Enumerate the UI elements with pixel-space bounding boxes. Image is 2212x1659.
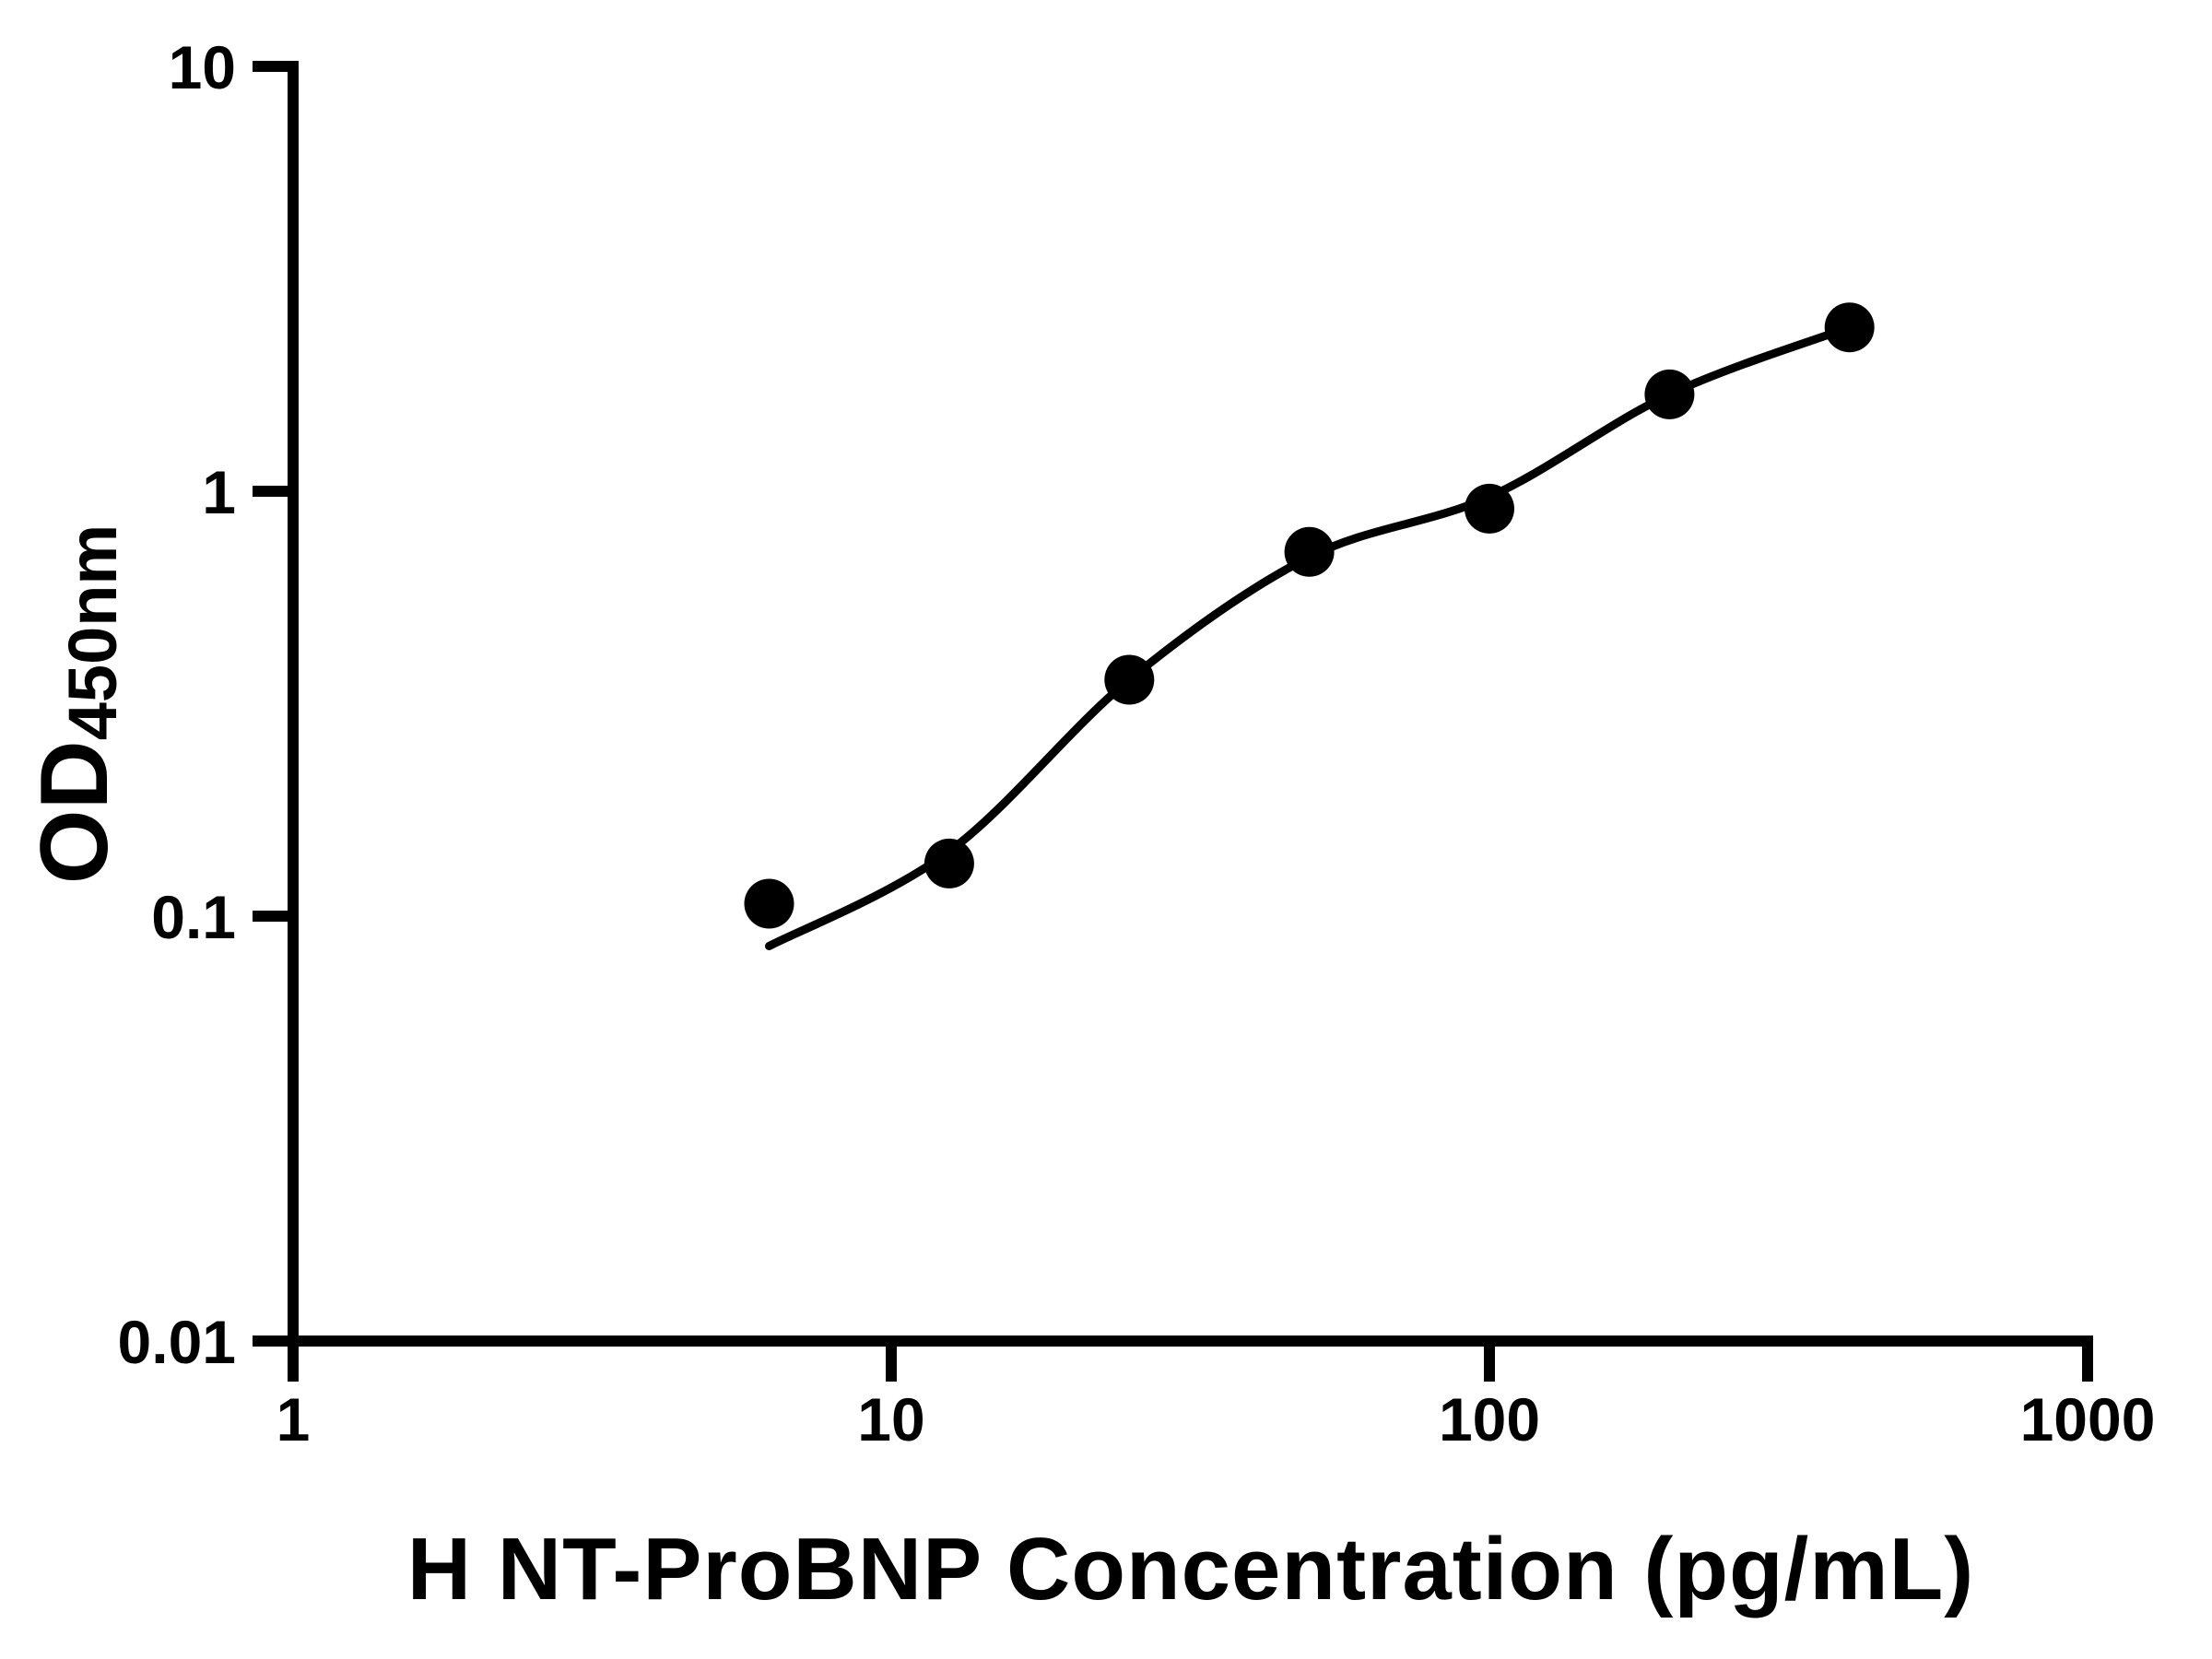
data-point <box>1104 654 1155 705</box>
data-point <box>1644 369 1695 419</box>
y-axis-ticks <box>253 61 293 1347</box>
x-tick-label: 10 <box>857 1385 924 1453</box>
y-tick-label: 0.01 <box>118 1308 236 1376</box>
y-axis-title-main: OD <box>21 740 128 884</box>
y-tick-label: 10 <box>169 33 236 101</box>
x-axis-ticks <box>288 1341 2093 1382</box>
standard-data-points <box>744 302 1875 929</box>
y-tick-label: 0.1 <box>151 883 236 951</box>
data-point <box>1465 483 1514 534</box>
data-point <box>1824 302 1875 353</box>
x-tick-label: 1000 <box>2020 1385 2156 1453</box>
data-point <box>924 838 974 888</box>
axis-spines <box>288 61 2093 1347</box>
x-axis-tick-labels: 1 10 100 1000 <box>276 1385 2156 1453</box>
y-axis-title: OD450nm <box>21 524 131 884</box>
x-tick-label: 100 <box>1439 1385 1540 1453</box>
y-axis-tick-labels: 10 1 0.1 0.01 <box>118 33 236 1376</box>
x-tick-label: 1 <box>276 1385 311 1453</box>
y-tick-label: 1 <box>202 458 236 526</box>
data-point <box>744 878 794 929</box>
y-axis-title-subscript: 450nm <box>54 524 131 740</box>
x-axis-title: H NT-ProBNP Concentration (pg/mL) <box>407 1520 1975 1618</box>
data-point <box>1284 526 1335 577</box>
